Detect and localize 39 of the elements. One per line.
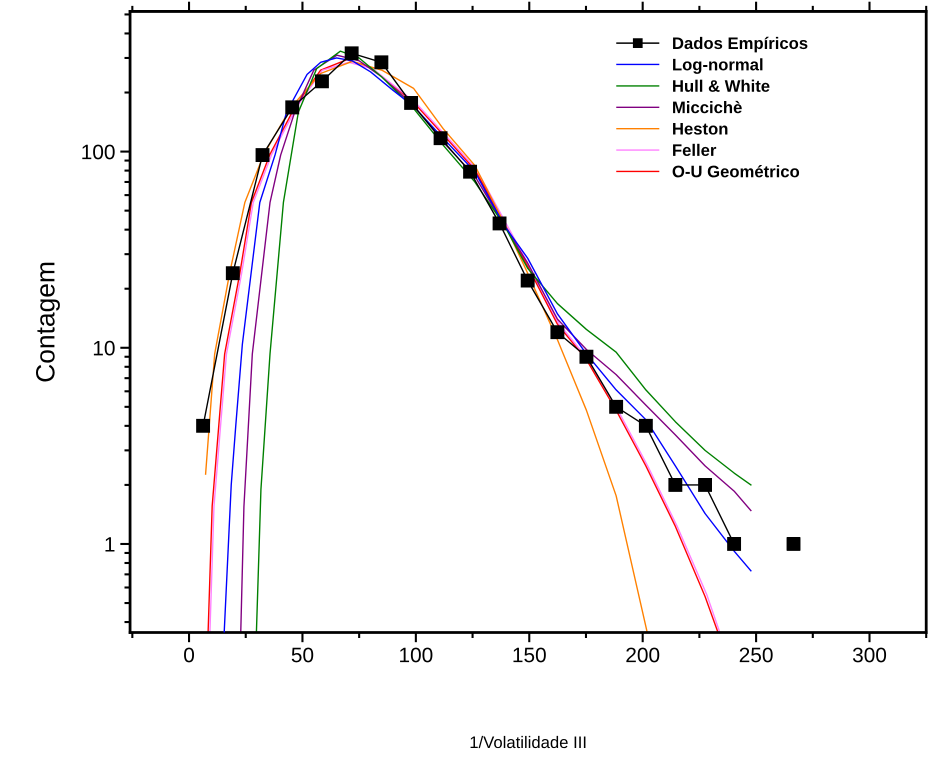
point (698, 478, 712, 492)
y-tick-label: 1 (105, 537, 114, 552)
point (256, 148, 270, 162)
x-tick-label: 150 (513, 648, 546, 662)
legend-label: Hull & White (673, 80, 770, 92)
point (285, 100, 300, 114)
point (434, 131, 448, 146)
y-axis-title: Contagem (36, 262, 60, 382)
point (344, 46, 359, 60)
x-tick-label: 250 (740, 648, 773, 662)
x-tick-label: 0 (184, 648, 194, 662)
point (609, 400, 624, 414)
point (226, 266, 240, 280)
legend-label: Heston (673, 123, 728, 135)
legend-label: Dados Empíricos (673, 36, 808, 52)
point (579, 350, 594, 364)
point (727, 537, 742, 551)
point (638, 418, 653, 433)
point (404, 96, 418, 110)
point (668, 478, 682, 492)
x-tick-label: 300 (852, 648, 886, 662)
y-tick-label: 10 (94, 340, 115, 356)
point (196, 418, 210, 433)
y-tick-label: 100 (82, 144, 115, 160)
point (520, 274, 535, 288)
x-tick-label: 50 (292, 648, 314, 662)
point (492, 216, 506, 230)
point (374, 55, 388, 70)
point (463, 164, 478, 179)
x-tick-label: 100 (400, 648, 432, 662)
legend-label: O-U Geométrico (672, 165, 800, 178)
point (315, 74, 329, 88)
legend-label: Feller (673, 144, 716, 156)
point (550, 325, 564, 340)
point (786, 537, 800, 551)
x-tick-label: 200 (626, 648, 660, 662)
legend-label: Log-normal (673, 58, 762, 74)
legend-label: Miccichè (673, 100, 742, 114)
x-axis-title: 1/Volatilidade III (470, 736, 586, 748)
